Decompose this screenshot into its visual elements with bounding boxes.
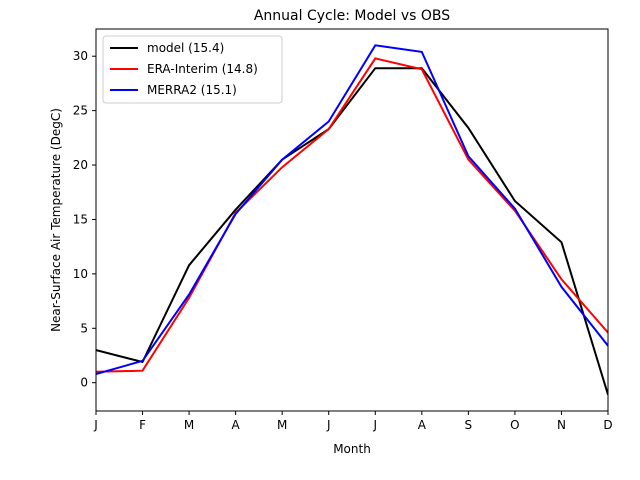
x-tick-label: M [184, 418, 194, 432]
y-tick-label: 5 [80, 321, 88, 335]
legend-box [102, 35, 283, 104]
x-axis-label: Month [333, 442, 371, 456]
plot-frame [95, 28, 609, 412]
x-tick-label: J [326, 418, 331, 432]
y-tick-label: 10 [73, 267, 88, 281]
x-tick-label: D [603, 418, 612, 432]
legend: model (15.4) ERA-Interim (14.8) MERRA2 (15… [102, 35, 283, 104]
y-tick-label: 0 [80, 376, 88, 390]
x-tick-label: M [277, 418, 287, 432]
x-tick-label: A [232, 418, 241, 432]
plot-lines [96, 44, 608, 395]
y-tick-label: 20 [73, 158, 88, 172]
y-axis-label: Near-Surface Air Temperature (DegC) [49, 108, 63, 332]
y-axis-ticks: 0 5 10 15 20 25 30 [73, 49, 96, 390]
x-tick-label: O [510, 418, 519, 432]
chart-title: Annual Cycle: Model vs OBS [254, 8, 450, 24]
legend-label-2: ERA-Interim (14.8) [147, 62, 258, 76]
y-tick-label: 25 [73, 104, 88, 118]
y-tick-label: 15 [73, 212, 88, 226]
x-tick-label: N [557, 418, 566, 432]
x-tick-label: J [372, 418, 377, 432]
x-tick-label: J [93, 418, 98, 432]
x-tick-label: S [465, 418, 473, 432]
series-line-3 [96, 44, 608, 375]
legend-label-1: model (15.4) [147, 41, 224, 55]
series-line-1 [96, 67, 608, 395]
legend-label-3: MERRA2 (15.1) [147, 83, 237, 97]
x-tick-label: A [418, 418, 427, 432]
y-tick-label: 30 [73, 49, 88, 63]
x-tick-label: F [139, 418, 146, 432]
